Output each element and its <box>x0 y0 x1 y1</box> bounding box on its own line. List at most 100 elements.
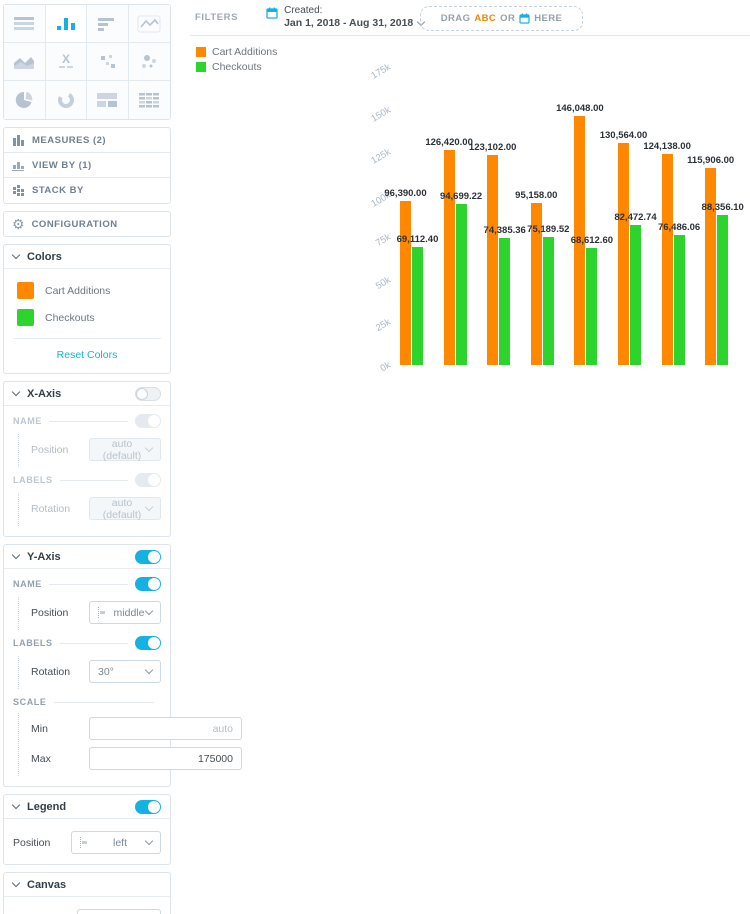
treemap-icon <box>97 93 118 107</box>
vis-type-table[interactable] <box>4 5 46 43</box>
bar[interactable] <box>443 149 455 365</box>
y-axis-labels-toggle[interactable] <box>135 636 161 650</box>
bubble-chart-icon <box>142 54 157 68</box>
bar-data-label: 82,472.74 <box>614 211 657 223</box>
bar[interactable] <box>618 142 629 365</box>
vis-type-headline[interactable]: X <box>45 43 87 81</box>
bar[interactable] <box>673 234 685 365</box>
measures-icon <box>13 135 24 146</box>
colors-section-header[interactable]: Colors <box>4 245 170 269</box>
bar[interactable] <box>717 214 729 365</box>
bar-data-label: 96,390.00 <box>384 187 427 199</box>
reset-colors-link[interactable]: Reset Colors <box>56 349 118 361</box>
vis-type-bar-chart[interactable] <box>87 5 129 43</box>
bar[interactable] <box>499 238 511 365</box>
legend-toggle[interactable] <box>135 799 161 814</box>
vis-type-scatter-plot[interactable] <box>87 43 129 81</box>
bar[interactable] <box>455 203 467 365</box>
y-axis-body: NAME Position middle LABELS <box>4 569 242 786</box>
legend-item-checkouts[interactable]: Checkouts <box>196 59 277 74</box>
vis-type-treemap[interactable] <box>87 81 129 119</box>
bar[interactable] <box>574 116 586 365</box>
bar-data-label: 74,385.36 <box>483 225 526 237</box>
bar[interactable] <box>530 202 542 365</box>
y-axis-section-header[interactable]: Y-Axis <box>4 545 170 569</box>
y-axis-labels-label: LABELS <box>13 638 53 648</box>
chart-legend: Cart Additions Checkouts <box>196 44 277 74</box>
gear-icon: ⚙ <box>12 216 25 232</box>
vis-type-bubble-chart[interactable] <box>128 43 170 81</box>
legend-item-label: Checkouts <box>212 60 262 73</box>
color-item-checkouts[interactable]: Checkouts <box>13 304 161 331</box>
vis-type-heatmap[interactable] <box>128 81 170 119</box>
bucket-view-by-label: VIEW BY (1) <box>32 159 92 171</box>
legend-body: Position left <box>4 819 170 864</box>
date-filter-value: Jan 1, 2018 - Aug 31, 2018 <box>284 17 414 30</box>
y-axis-rotation-label: Rotation <box>31 665 71 678</box>
y-axis-rotation-select[interactable]: 30° <box>89 660 161 683</box>
canvas-section-header[interactable]: Canvas <box>4 873 170 897</box>
x-axis-rotation-select[interactable]: auto (default) <box>89 497 161 521</box>
visualization-picker: X <box>3 4 171 120</box>
bar[interactable] <box>586 248 598 365</box>
vis-type-line-chart[interactable] <box>128 5 170 43</box>
divider <box>13 338 161 339</box>
color-swatch-orange[interactable] <box>17 282 34 299</box>
y-axis-min-input[interactable] <box>89 717 242 740</box>
bar[interactable] <box>661 153 673 365</box>
x-axis-position-select[interactable]: auto (default) <box>89 438 161 462</box>
colors-title: Colors <box>27 250 62 263</box>
chevron-down-icon <box>11 250 21 260</box>
chevron-down-icon <box>11 800 21 810</box>
vis-type-pie-chart[interactable] <box>4 81 46 119</box>
legend-item-cart-additions[interactable]: Cart Additions <box>196 44 277 59</box>
x-axis-section-header[interactable]: X-Axis <box>4 382 170 406</box>
vis-type-donut-chart[interactable] <box>45 81 87 119</box>
y-axis-max-input[interactable] <box>89 747 242 770</box>
color-item-label: Cart Additions <box>45 284 111 297</box>
canvas-body: Data Labels show Gridline <box>4 897 170 914</box>
color-swatch-green[interactable] <box>17 309 34 326</box>
legend-position-label: Position <box>13 836 51 849</box>
x-axis-labels-toggle[interactable] <box>135 473 161 487</box>
x-axis-body: NAME Position auto (default) LABELS <box>4 406 170 536</box>
bucket-view-by[interactable]: VIEW BY (1) <box>4 153 170 178</box>
bar-data-label: 146,048.00 <box>556 103 604 115</box>
x-axis-name-toggle[interactable] <box>135 414 161 428</box>
bucket-stack-by[interactable]: STACK BY <box>4 178 170 203</box>
bucket-measures[interactable]: MEASURES (2) <box>4 128 170 153</box>
bar-data-label: 95,158.00 <box>515 189 558 201</box>
bar[interactable] <box>705 167 717 365</box>
bar[interactable] <box>542 236 554 365</box>
y-axis-position-select[interactable]: middle <box>89 601 161 624</box>
y-axis-section: Y-Axis NAME Position middle LABELS <box>3 544 242 787</box>
filters-label: FILTERS <box>195 12 239 23</box>
bar[interactable] <box>487 155 499 365</box>
bar[interactable] <box>630 224 641 365</box>
y-axis-tick-label: 25k <box>373 317 393 335</box>
y-axis-name-toggle[interactable] <box>135 577 161 591</box>
date-filter[interactable]: Created: Jan 1, 2018 - Aug 31, 2018 <box>266 5 426 31</box>
axis-position-middle-icon <box>98 607 106 618</box>
bar[interactable] <box>400 200 411 365</box>
bar-data-label: 75,189.52 <box>527 223 570 235</box>
canvas-title: Canvas <box>27 878 67 891</box>
buckets-panel: MEASURES (2) VIEW BY (1) STACK BY <box>3 127 171 204</box>
bar[interactable] <box>412 247 423 365</box>
filters-bar: FILTERS Created: Jan 1, 2018 - Aug 31, 2… <box>190 0 750 36</box>
data-labels-select[interactable]: show <box>77 909 161 914</box>
vis-type-column-chart[interactable] <box>45 5 87 43</box>
legend-section-header[interactable]: Legend <box>4 795 170 819</box>
y-axis-toggle[interactable] <box>135 549 161 564</box>
filter-dropzone[interactable]: DRAG ABC OR HERE <box>420 6 583 31</box>
bar-data-label: 69,112.40 <box>396 234 439 246</box>
legend-position-select[interactable]: left <box>71 831 161 854</box>
bar-data-label: 68,612.60 <box>570 235 614 247</box>
x-axis-toggle[interactable] <box>135 386 161 401</box>
x-axis-position-label: Position <box>31 443 69 456</box>
chevron-down-icon <box>11 878 21 888</box>
color-item-cart-additions[interactable]: Cart Additions <box>13 277 161 304</box>
configuration-header[interactable]: ⚙ CONFIGURATION <box>3 211 171 237</box>
vis-type-area-chart[interactable] <box>4 43 46 81</box>
x-axis-section: X-Axis NAME Position auto (default) LABE… <box>3 381 171 537</box>
